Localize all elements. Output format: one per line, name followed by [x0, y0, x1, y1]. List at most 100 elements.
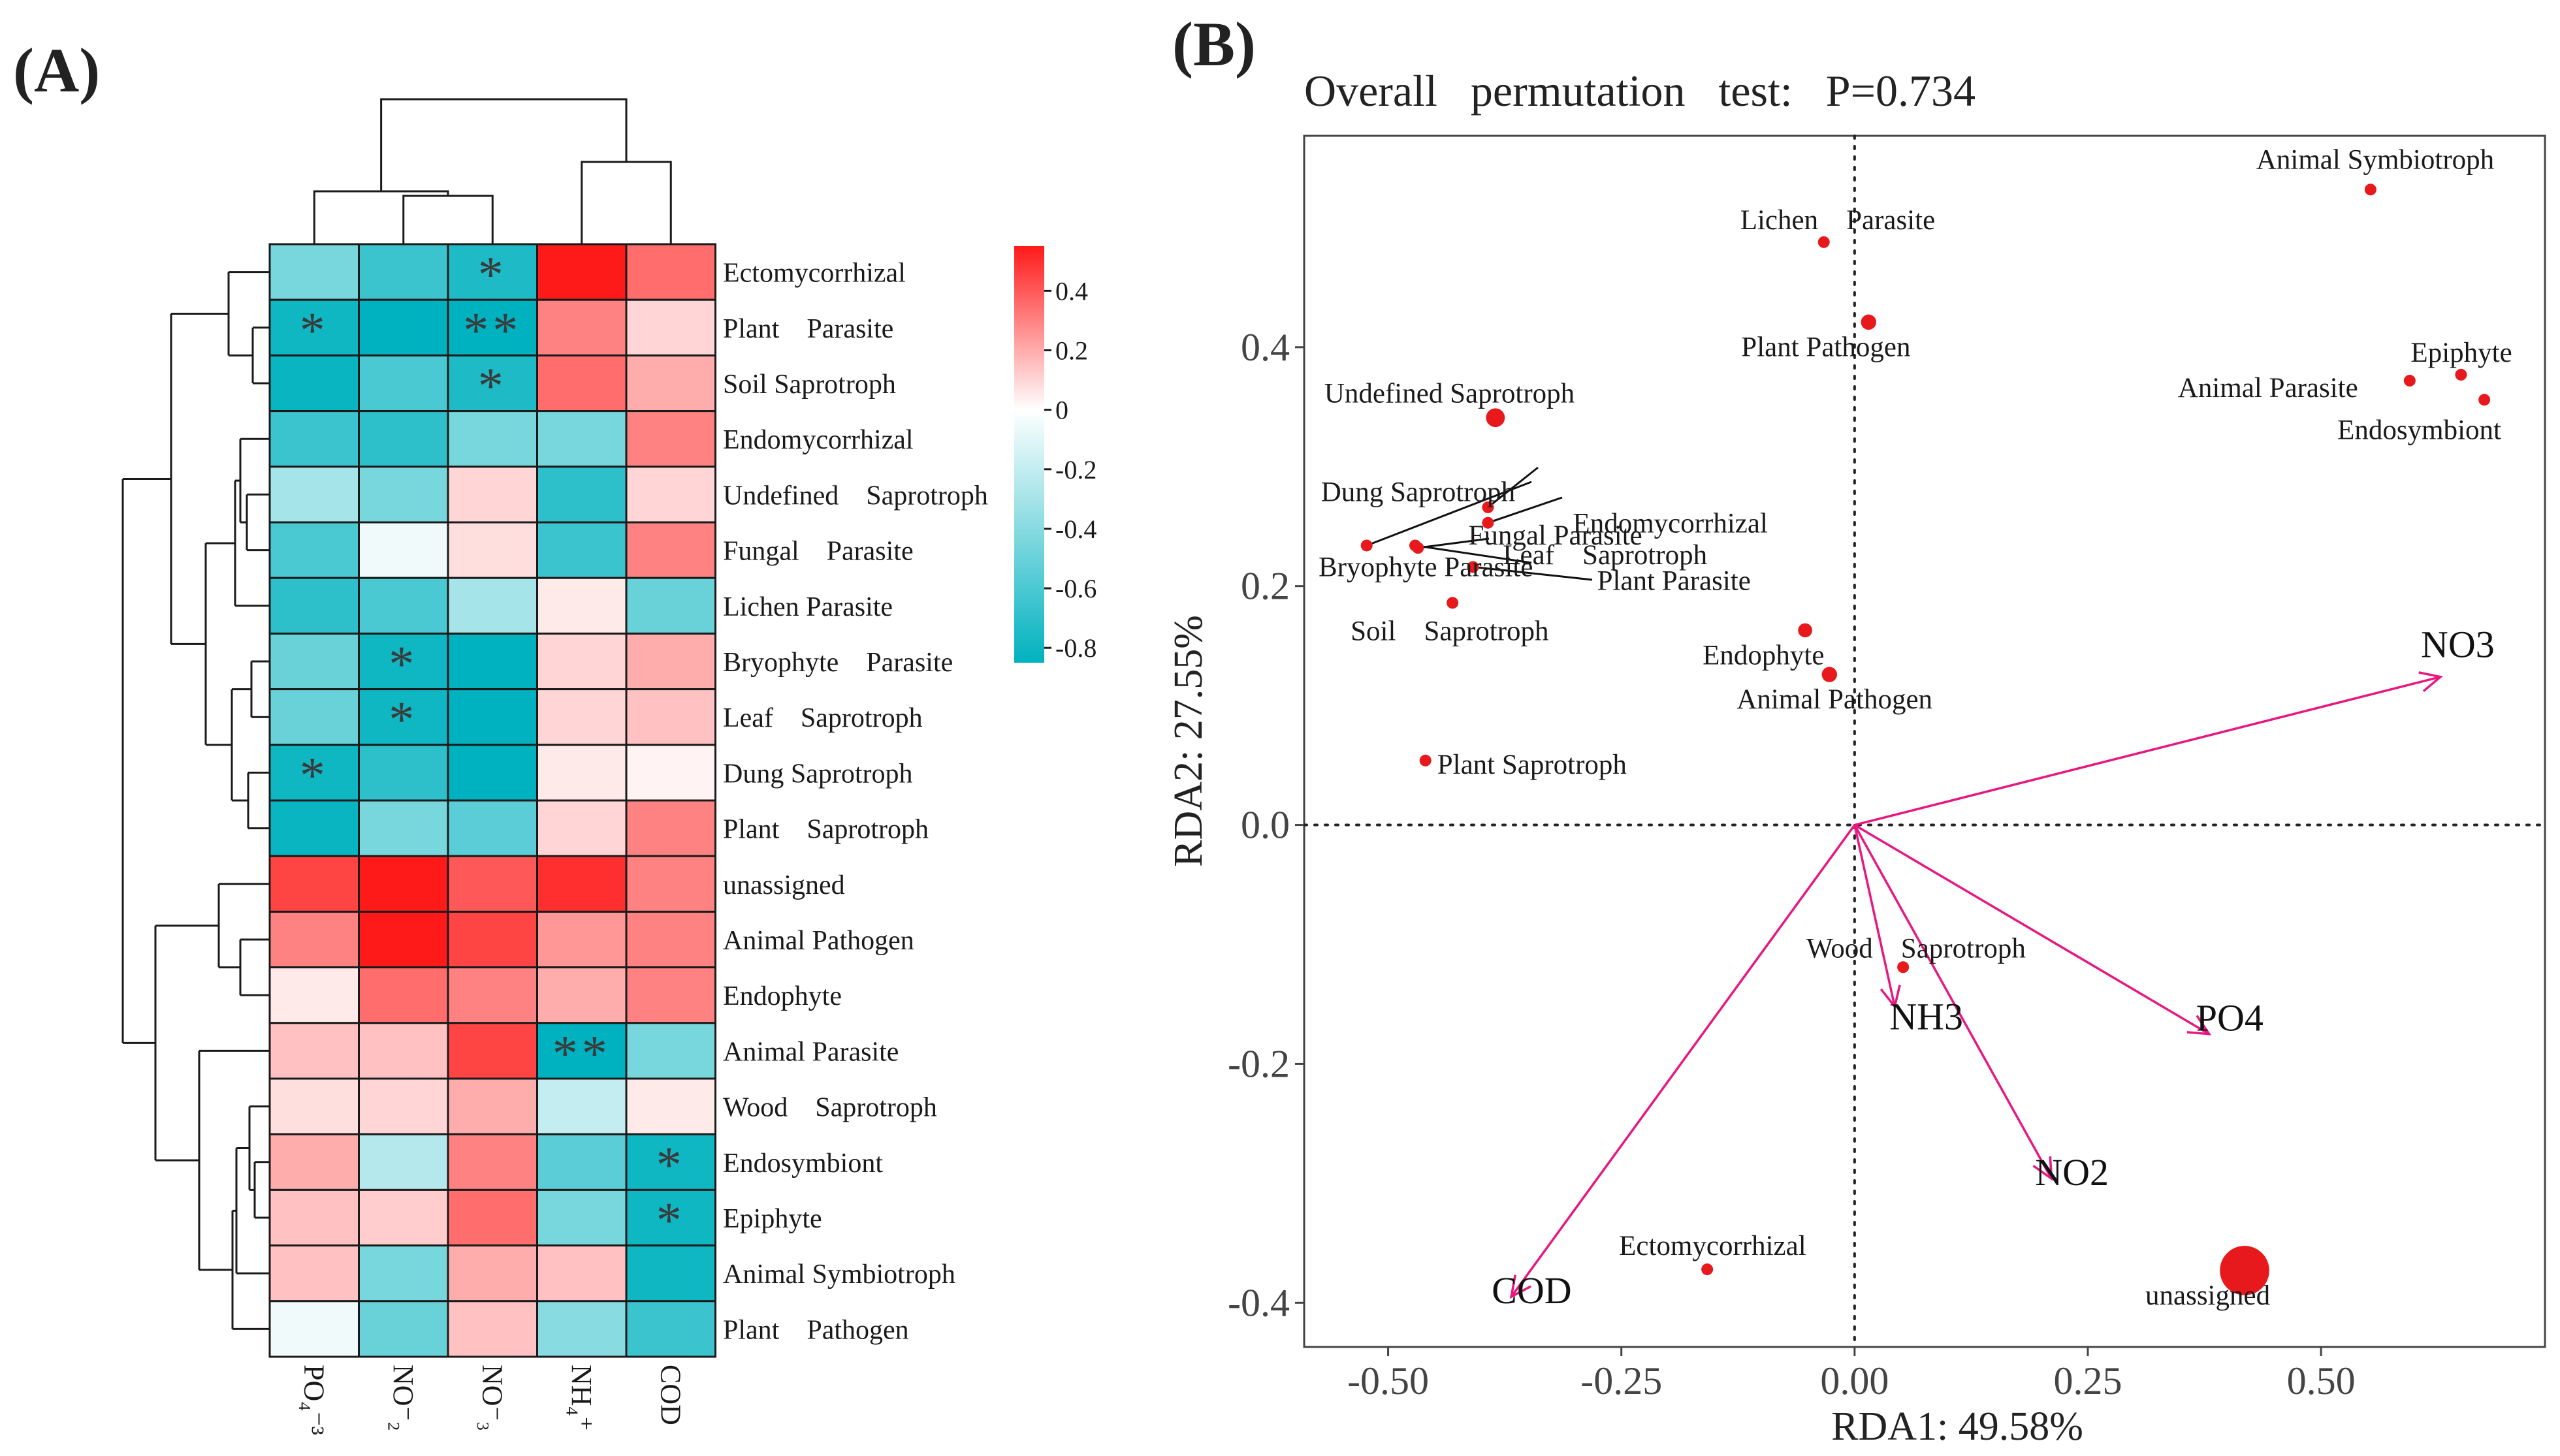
environment-label: NO2 [2035, 1151, 2109, 1194]
color-legend-tick-label: -0.6 [1055, 574, 1096, 603]
heatmap-cell [358, 910, 449, 969]
reference-lines [1303, 135, 2546, 1348]
heatmap-cell [625, 688, 716, 746]
heatmap-cell [268, 1188, 360, 1247]
guild-labels: Animal Symbiotroph Lichen Parasite Plant P… [1319, 144, 2512, 1311]
heatmap-column-label: PO₄⁻³ [298, 1365, 330, 1435]
environment-arrow-head [1880, 985, 1901, 1009]
heatmap-cell [268, 910, 360, 969]
guild-point [1821, 667, 1837, 682]
heatmap-cell [536, 521, 628, 579]
color-legend-tick-label: 0.2 [1055, 336, 1088, 366]
x-axis-title: RDA1: 49.58% [1831, 1404, 2083, 1449]
panel-b-label: (B) [1172, 9, 1256, 79]
guild-label: Soil Saprotroph [1351, 616, 1548, 646]
heatmap-cell [625, 521, 716, 579]
heatmap-cell [536, 298, 628, 356]
heatmap-cell [625, 243, 716, 301]
heatmap-cell [268, 1244, 360, 1303]
heatmap-cell [447, 521, 538, 579]
heatmap-row-label: Plant Parasite [723, 314, 893, 344]
heatmap-cell [268, 632, 360, 691]
environment-label: NH3 [1889, 996, 1963, 1038]
heatmap-cell [268, 577, 360, 635]
environment-arrow-head [2186, 1015, 2212, 1036]
y-axis-title: RDA2: 27.55% [1166, 615, 1211, 867]
environment-arrow [1854, 676, 2441, 827]
heatmap-row-label: Wood Saprotroph [723, 1093, 937, 1123]
guild-point [2455, 368, 2467, 381]
heatmap-cell [358, 410, 449, 468]
color-legend-tick-label: -0.8 [1055, 633, 1096, 663]
heatmap-cell [625, 1300, 716, 1358]
heatmap-row-label: Lichen Parasite [723, 592, 893, 622]
heatmap-cell [536, 632, 628, 691]
chart-title: Overall permutation test: P=0.734 [1304, 66, 1976, 116]
significance-marks: ** ********** [300, 246, 682, 1248]
heatmap-cell [268, 1022, 360, 1080]
dendrogram-branch [380, 98, 628, 191]
x-axis-ticks: -0.50 -0.25 0.00 0.25 0.50 [1347, 1347, 2356, 1402]
heatmap-cell [536, 1188, 628, 1247]
heatmap-cell [447, 1133, 538, 1191]
heatmap-cell [358, 855, 449, 913]
heatmap-cell [536, 799, 628, 857]
significance-mark: * [300, 746, 329, 803]
guild-label: unassigned [2145, 1280, 2270, 1311]
heatmap-row-label: Fungal Parasite [723, 537, 914, 567]
guild-label: Lichen Parasite [1740, 205, 1936, 236]
guild-point [1486, 408, 1505, 428]
heatmap-cell [536, 966, 628, 1024]
heatmap-cell [268, 1133, 360, 1191]
environment-labels: NO3 PO4 NH3 NO2 COD [1492, 624, 2495, 1312]
heatmap-row-label: Leaf Saprotroph [723, 703, 923, 733]
heatmap-cell [536, 1022, 628, 1080]
heatmap-cell [358, 688, 449, 746]
panel-b-rda: (B) Overall permutation test: P=0.734 An… [1166, 9, 2546, 1449]
guild-point [1447, 597, 1459, 609]
color-legend-tick-label: -0.4 [1055, 514, 1096, 544]
heatmap-row-label: Animal Pathogen [723, 926, 914, 956]
significance-mark: * [300, 302, 329, 358]
heatmap-cell [358, 1244, 449, 1303]
heatmap-cell [536, 354, 628, 413]
guild-point [1409, 539, 1421, 552]
heatmap-cell [536, 855, 628, 913]
heatmap-cell [358, 1188, 449, 1247]
heatmap-row-label: Bryophyte Parasite [723, 648, 953, 678]
y-tick-label: -0.2 [1228, 1042, 1290, 1085]
label-leader-line [1487, 496, 1563, 524]
heatmap-cell [268, 521, 360, 579]
heatmap-cell [358, 799, 449, 857]
heatmap-cell [447, 466, 538, 524]
color-legend-ticks: 0.4 0.2 0 -0.2 -0.4 -0.6 -0.8 [1044, 276, 1096, 663]
panel-a-label: (A) [13, 35, 100, 105]
environment-arrow [1853, 824, 2210, 1036]
y-tick-label: 0.0 [1241, 804, 1290, 847]
heatmap-cell [625, 1244, 716, 1303]
heatmap-cell [447, 410, 538, 468]
label-leader-line [1366, 481, 1532, 546]
x-tick-label: -0.25 [1580, 1359, 1662, 1402]
label-leader-lines [1366, 466, 1593, 581]
heatmap-column-label: NO⁻₃ [476, 1365, 508, 1431]
color-legend: 0.4 0.2 0 -0.2 -0.4 -0.6 -0.8 [1014, 246, 1096, 663]
heatmap-cell [268, 410, 360, 468]
heatmap-row-label: Endomycorrhizal [723, 425, 914, 455]
dendrogram-branch [581, 161, 672, 244]
guild-label: Plant Pathogen [1741, 332, 1910, 362]
heatmap-cell [268, 1077, 360, 1135]
guild-label: Bryophyte Parasite [1319, 552, 1533, 582]
dendrogram-branch [313, 190, 449, 244]
heatmap-cell [268, 243, 360, 301]
environment-label: PO4 [2196, 997, 2264, 1039]
x-tick-label: -0.50 [1347, 1359, 1429, 1402]
heatmap-cell [625, 1188, 716, 1247]
heatmap-cells [268, 243, 716, 1358]
environment-arrow-head [2032, 1156, 2053, 1181]
heatmap-cell [625, 577, 716, 635]
heatmap-cell [447, 577, 538, 635]
heatmap-cell [536, 410, 628, 468]
